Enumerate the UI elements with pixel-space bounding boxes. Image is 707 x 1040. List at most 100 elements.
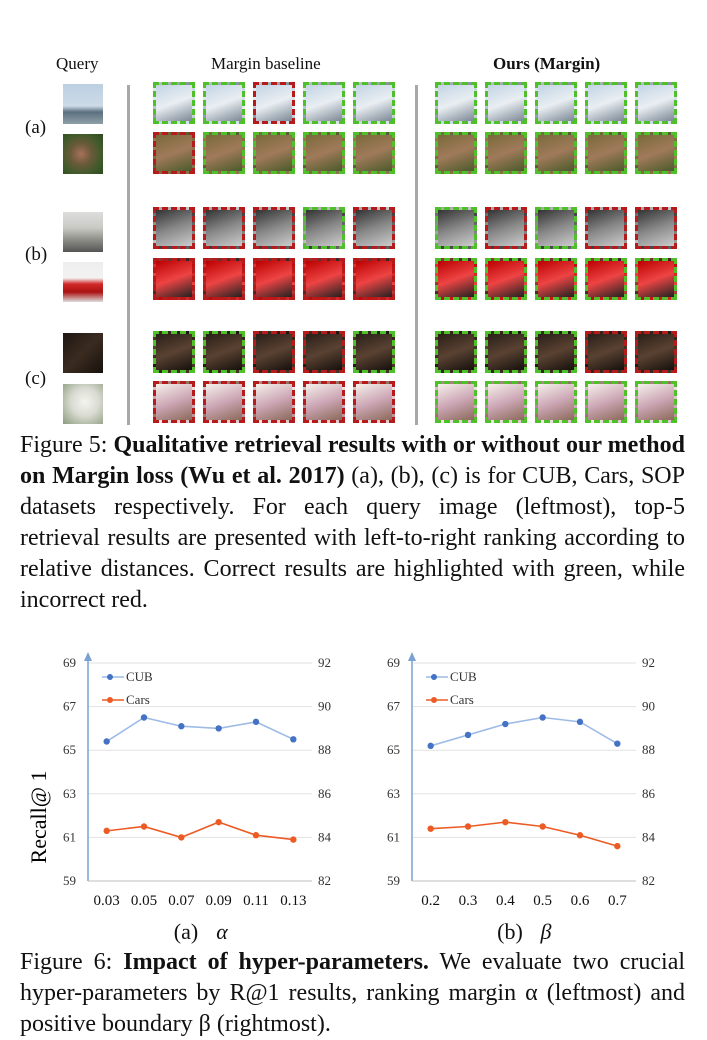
y-right-tick-label: 92 (318, 655, 331, 670)
series-line-cub (106, 716, 294, 743)
retrieval-result-green (585, 132, 627, 174)
y-right-tick-label: 90 (318, 699, 331, 714)
retrieval-result-green (253, 132, 295, 174)
series-line-cars (430, 821, 618, 847)
retrieval-result-red (153, 258, 195, 300)
retrieval-result-green (435, 331, 477, 373)
retrieval-result-red (303, 258, 345, 300)
figure-5-caption: Figure 5: Qualitative retrieval results … (20, 430, 685, 616)
retrieval-result-green (435, 207, 477, 249)
retrieval-result-red (153, 381, 195, 423)
query-image-car-2 (63, 262, 103, 302)
y-right-tick-label: 90 (642, 699, 655, 714)
query-image-car-1 (63, 212, 103, 252)
query-image-bird-2 (63, 134, 103, 174)
legend-swatch-marker (107, 697, 113, 703)
retrieval-result-green (585, 381, 627, 423)
retrieval-result-red (253, 331, 295, 373)
chart-beta: 59 61 63 65 67 69 82 84 86 88 90 92 0.2 0.3 0.4 0.5 0.6 0… (387, 652, 656, 944)
retrieval-result-red (203, 258, 245, 300)
y-left-tick-label: 63 (387, 786, 400, 801)
retrieval-result-green (635, 258, 677, 300)
retrieval-result-green (353, 331, 395, 373)
figure-6-caption-rest: We evaluate two crucial hyper-parameters… (20, 949, 686, 1006)
y-axis-arrow (84, 652, 92, 661)
retrieval-result-red (253, 207, 295, 249)
retrieval-result-red (253, 82, 295, 124)
y-axis-arrow (408, 652, 416, 661)
data-point-cars (252, 832, 260, 839)
query-image-product-1 (63, 333, 103, 373)
retrieval-result-red (203, 207, 245, 249)
row-label-a: (a) (25, 117, 47, 138)
data-point-cub (502, 720, 509, 728)
data-point-cars (464, 823, 472, 830)
retrieval-result-green (535, 258, 577, 300)
x-tick-label: 0.4 (496, 893, 515, 909)
y-right-tick-label: 84 (642, 829, 656, 844)
data-point-cub (427, 742, 434, 750)
data-point-cars (140, 823, 148, 830)
data-point-cub (215, 725, 222, 732)
retrieval-result-green (535, 207, 577, 249)
y-left-tick-label: 67 (387, 699, 401, 714)
subcaption-label: (a) (174, 919, 198, 944)
y-left-tick-label: 61 (63, 829, 76, 844)
retrieval-result-green (485, 381, 527, 423)
retrieval-result-red (353, 258, 395, 300)
legend-label-cub: CUB (126, 669, 153, 684)
data-point-cars (614, 842, 621, 850)
retrieval-result-green (535, 82, 577, 124)
retrieval-result-green (303, 132, 345, 174)
y-right-tick-label: 92 (642, 655, 655, 670)
x-tick-label: 0.7 (608, 893, 627, 909)
retrieval-result-green (153, 82, 195, 124)
retrieval-result-green (435, 258, 477, 300)
y-axis-label: Recall@ 1 (26, 771, 51, 864)
subcaption-label: (b) (497, 919, 523, 944)
y-left-tick-label: 69 (387, 655, 400, 670)
data-point-cub (178, 723, 185, 730)
figure-6-caption: Figure 6: Impact of hyper-parameters. We… (20, 947, 685, 1040)
x-tick-label: 0.11 (243, 893, 269, 909)
retrieval-result-red (203, 381, 245, 423)
retrieval-result-red (303, 331, 345, 373)
retrieval-result-green (635, 381, 677, 423)
retrieval-result-green (203, 132, 245, 174)
retrieval-result-green (585, 258, 627, 300)
subcaption-symbol: α (216, 919, 228, 944)
series-line-cars (106, 821, 294, 841)
retrieval-result-green (485, 82, 527, 124)
retrieval-result-green (303, 82, 345, 124)
subcaption-symbol: β (540, 919, 552, 944)
retrieval-result-red (485, 207, 527, 249)
x-tick-label: 0.2 (421, 893, 440, 909)
legend-swatch-marker (431, 674, 437, 680)
retrieval-result-red (353, 381, 395, 423)
x-tick-label: 0.6 (571, 893, 590, 909)
retrieval-result-red (253, 258, 295, 300)
y-left-tick-label: 69 (63, 655, 76, 670)
retrieval-result-red (153, 132, 195, 174)
figure-6-caption-bold: Impact of hyper-parameters. (123, 949, 429, 975)
figure-6-caption-prefix: Figure 6: (20, 949, 124, 975)
retrieval-result-red (585, 207, 627, 249)
data-point-cub (290, 736, 297, 743)
data-point-cub (464, 731, 472, 739)
retrieval-result-green (353, 82, 395, 124)
query-header: Query (56, 54, 99, 73)
y-right-tick-label: 82 (318, 873, 331, 888)
x-tick-label: 0.13 (280, 893, 306, 909)
retrieval-result-green (535, 331, 577, 373)
y-right-tick-label: 82 (642, 873, 655, 888)
x-tick-label: 0.05 (131, 893, 157, 909)
ours-header: Ours (Margin) (493, 54, 601, 73)
x-tick-label: 0.5 (533, 893, 552, 909)
data-point-cub (252, 718, 260, 726)
retrieval-result-green (153, 331, 195, 373)
row-label-c: (c) (25, 368, 47, 389)
y-left-tick-label: 61 (387, 829, 400, 844)
separator-left (127, 85, 130, 425)
query-image-bird-1 (63, 84, 103, 124)
y-right-tick-label: 86 (642, 786, 656, 801)
